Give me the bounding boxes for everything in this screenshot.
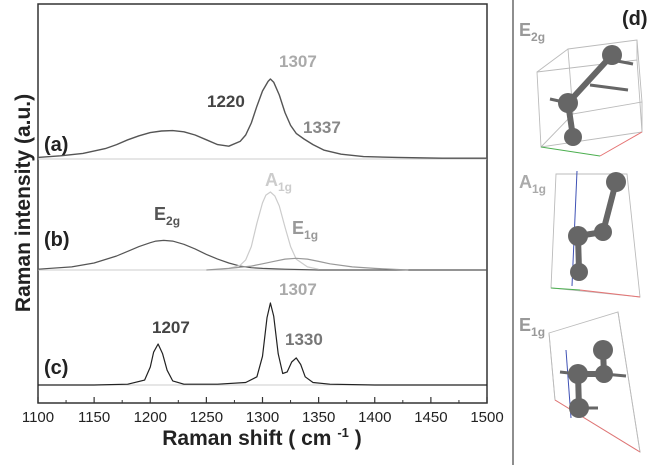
phonon-mode-insets: (d) E2g: [519, 8, 648, 453]
series-line-p2-s0: [38, 302, 487, 386]
x-tick-label-2: 1200: [134, 409, 167, 426]
peak-label-p0-1: 1307: [279, 52, 317, 71]
mode-illustration-e2g: E2g: [519, 20, 643, 157]
mode-illustration-e1g: E1g: [519, 311, 641, 453]
x-tick-label-5: 1350: [302, 409, 335, 426]
series-label-p1-s2: E1g: [292, 218, 318, 242]
series-label-p1-s1: A1g: [265, 170, 292, 194]
panel-0: (a) 1220 1307 1337: [37, 52, 487, 160]
series-label-p1-s0: E2g: [154, 204, 180, 228]
atoms-e2g: [549, 45, 634, 146]
x-tick-label-0: 1100: [22, 409, 54, 426]
panel-2: (c) 1207 1307 1330: [38, 280, 487, 386]
inset-label-d: (d): [622, 8, 648, 30]
series-line-p0-s0: [37, 78, 487, 159]
x-tick-label-3: 1250: [190, 409, 223, 426]
peak-label-p2-0: 1207: [152, 318, 190, 337]
peak-label-p0-0: 1220: [207, 92, 245, 111]
x-tick-label-4: 1300: [246, 409, 279, 426]
x-axis-ticks: 1100 1150 1200 1250 1300 1350 1400 1450 1500: [22, 397, 504, 426]
mode-label-e1g: E1g: [519, 315, 545, 339]
panel-label-2: (c): [44, 357, 68, 379]
atoms-e1g: [559, 340, 627, 418]
series-line-p1-s1: [228, 191, 319, 270]
x-axis-unit: cm: [301, 427, 331, 450]
x-tick-label-7: 1450: [414, 409, 447, 426]
unit-cell-e2g: [536, 39, 643, 148]
x-axis-title-open: (: [288, 427, 295, 450]
series-line-p1-s2: [206, 257, 409, 271]
x-tick-label-6: 1400: [358, 409, 391, 426]
mode-label-e2g: E2g: [519, 20, 545, 44]
mode-label-a1g: A1g: [519, 172, 546, 196]
x-tick-label-1: 1150: [78, 409, 110, 426]
atoms-a1g: [568, 172, 626, 281]
x-axis-title-close: ): [355, 427, 362, 450]
series-line-p1-s0: [37, 239, 487, 271]
peak-label-p0-2: 1337: [303, 118, 341, 137]
x-axis-unit-exponent: -1: [337, 425, 349, 440]
peak-label-p2-2: 1330: [285, 330, 323, 349]
y-axis-title: Raman intensity (a.u.): [12, 94, 35, 312]
peak-label-p2-1: 1307: [279, 280, 317, 299]
x-tick-label-8: 1500: [470, 409, 503, 426]
x-axis-title-text: Raman shift: [162, 427, 282, 450]
x-axis-title: Raman shift ( cm -1 ): [162, 419, 361, 450]
panel-label-1: (b): [44, 229, 70, 251]
panel-label-0: (a): [44, 134, 68, 156]
mode-illustration-a1g: A1g: [519, 170, 641, 298]
unit-cell-e1g: [548, 311, 641, 453]
